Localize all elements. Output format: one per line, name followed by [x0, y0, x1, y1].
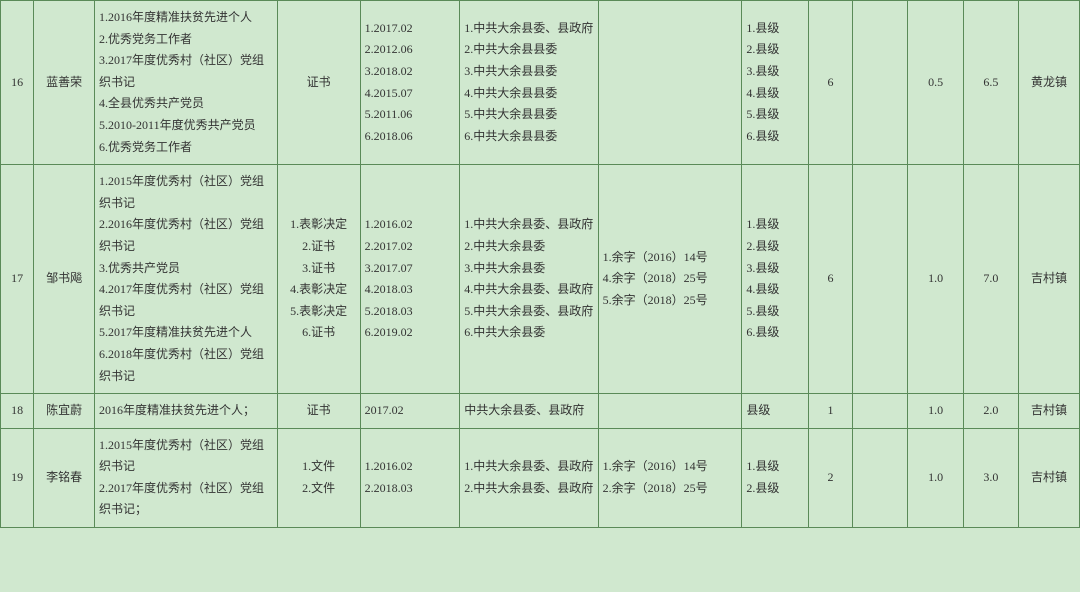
cell-town: 黄龙镇: [1019, 1, 1080, 165]
cell-name: 蓝善荣: [34, 1, 95, 165]
cell-n3: 6.5: [963, 1, 1018, 165]
cell-docno: [598, 394, 742, 429]
cell-cert: 1.表彰决定 2.证书 3.证书 4.表彰决定 5.表彰决定 6.证书: [277, 165, 360, 394]
cell-gap: [853, 394, 908, 429]
cell-name: 李铭春: [34, 428, 95, 527]
cell-docno: [598, 1, 742, 165]
cell-level: 1.县级 2.县级: [742, 428, 808, 527]
cell-level: 县级: [742, 394, 808, 429]
cell-cert: 1.文件 2.文件: [277, 428, 360, 527]
cell-dates: 1.2016.02 2.2017.02 3.2017.07 4.2018.03 …: [360, 165, 460, 394]
cell-dates: 2017.02: [360, 394, 460, 429]
cell-index: 18: [1, 394, 34, 429]
cell-n3: 3.0: [963, 428, 1018, 527]
cell-n1: 2: [808, 428, 852, 527]
cell-honors: 1.2015年度优秀村（社区）党组织书记 2.2017年度优秀村（社区）党组织书…: [95, 428, 278, 527]
table-row: 16蓝善荣1.2016年度精准扶贫先进个人 2.优秀党务工作者 3.2017年度…: [1, 1, 1080, 165]
cell-n2: 1.0: [908, 428, 963, 527]
cell-n1: 1: [808, 394, 852, 429]
honors-table: 16蓝善荣1.2016年度精准扶贫先进个人 2.优秀党务工作者 3.2017年度…: [0, 0, 1080, 528]
cell-n2: 1.0: [908, 165, 963, 394]
cell-town: 吉村镇: [1019, 394, 1080, 429]
cell-index: 16: [1, 1, 34, 165]
cell-honors: 1.2016年度精准扶贫先进个人 2.优秀党务工作者 3.2017年度优秀村（社…: [95, 1, 278, 165]
cell-n3: 7.0: [963, 165, 1018, 394]
cell-honors: 2016年度精准扶贫先进个人；: [95, 394, 278, 429]
cell-town: 吉村镇: [1019, 428, 1080, 527]
cell-cert: 证书: [277, 394, 360, 429]
cell-org: 1.中共大余县委、县政府 2.中共大余县县委 3.中共大余县县委 4.中共大余县…: [460, 1, 598, 165]
cell-cert: 证书: [277, 1, 360, 165]
cell-gap: [853, 165, 908, 394]
cell-org: 1.中共大余县委、县政府 2.中共大余县委、县政府: [460, 428, 598, 527]
cell-n2: 0.5: [908, 1, 963, 165]
cell-docno: 1.余字（2016）14号 2.余字（2018）25号: [598, 428, 742, 527]
table-row: 17邹书飚1.2015年度优秀村（社区）党组织书记 2.2016年度优秀村（社区…: [1, 165, 1080, 394]
cell-org: 1.中共大余县委、县政府 2.中共大余县委 3.中共大余县委 4.中共大余县委、…: [460, 165, 598, 394]
cell-dates: 1.2016.02 2.2018.03: [360, 428, 460, 527]
cell-index: 19: [1, 428, 34, 527]
cell-docno: 1.余字（2016）14号 4.余字（2018）25号 5.余字（2018）25…: [598, 165, 742, 394]
cell-honors: 1.2015年度优秀村（社区）党组织书记 2.2016年度优秀村（社区）党组织书…: [95, 165, 278, 394]
table-row: 19李铭春1.2015年度优秀村（社区）党组织书记 2.2017年度优秀村（社区…: [1, 428, 1080, 527]
cell-n2: 1.0: [908, 394, 963, 429]
cell-gap: [853, 428, 908, 527]
cell-name: 陈宜蔚: [34, 394, 95, 429]
cell-town: 吉村镇: [1019, 165, 1080, 394]
cell-n3: 2.0: [963, 394, 1018, 429]
cell-n1: 6: [808, 165, 852, 394]
cell-dates: 1.2017.02 2.2012.06 3.2018.02 4.2015.07 …: [360, 1, 460, 165]
cell-n1: 6: [808, 1, 852, 165]
cell-name: 邹书飚: [34, 165, 95, 394]
cell-org: 中共大余县委、县政府: [460, 394, 598, 429]
cell-level: 1.县级 2.县级 3.县级 4.县级 5.县级 6.县级: [742, 165, 808, 394]
table-row: 18陈宜蔚2016年度精准扶贫先进个人；证书2017.02中共大余县委、县政府 县…: [1, 394, 1080, 429]
cell-gap: [853, 1, 908, 165]
cell-index: 17: [1, 165, 34, 394]
cell-level: 1.县级 2.县级 3.县级 4.县级 5.县级 6.县级: [742, 1, 808, 165]
